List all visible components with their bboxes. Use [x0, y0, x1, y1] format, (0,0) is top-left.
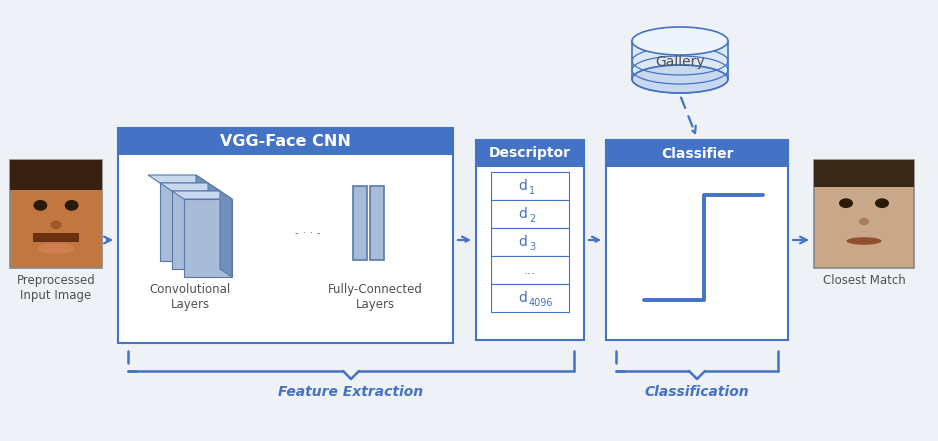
- Text: Convolutional
Layers: Convolutional Layers: [149, 283, 231, 311]
- Text: Closest Match: Closest Match: [823, 274, 905, 287]
- Bar: [118, 128, 453, 155]
- Bar: [10, 160, 102, 268]
- Text: Fully-Connected
Layers: Fully-Connected Layers: [327, 283, 422, 311]
- Bar: [814, 160, 914, 268]
- Polygon shape: [172, 191, 232, 199]
- Text: 2: 2: [529, 214, 536, 224]
- Ellipse shape: [846, 237, 882, 245]
- Ellipse shape: [38, 243, 74, 254]
- Ellipse shape: [65, 200, 79, 211]
- Ellipse shape: [632, 65, 728, 93]
- Text: ...: ...: [524, 264, 536, 277]
- Bar: [10, 160, 102, 190]
- Polygon shape: [148, 175, 208, 183]
- Bar: [606, 140, 788, 340]
- Text: Classifier: Classifier: [660, 146, 734, 161]
- Text: Feature Extraction: Feature Extraction: [279, 385, 424, 399]
- Text: Descriptor: Descriptor: [489, 146, 571, 161]
- Bar: [814, 160, 914, 187]
- Text: 4096: 4096: [529, 298, 553, 308]
- Ellipse shape: [859, 218, 869, 225]
- Ellipse shape: [51, 220, 62, 229]
- Bar: [491, 284, 569, 312]
- Polygon shape: [172, 191, 220, 269]
- Bar: [33, 233, 79, 242]
- Bar: [491, 172, 569, 200]
- Bar: [491, 256, 569, 284]
- Text: d: d: [518, 235, 527, 249]
- Text: Classification: Classification: [644, 385, 749, 399]
- Bar: [632, 41, 728, 79]
- Text: d: d: [518, 207, 527, 221]
- Text: Gallery: Gallery: [655, 55, 704, 69]
- Ellipse shape: [839, 198, 853, 208]
- Polygon shape: [184, 199, 232, 277]
- Text: VGG-Face CNN: VGG-Face CNN: [220, 134, 351, 149]
- Text: - · · -: - · · -: [295, 228, 321, 238]
- Bar: [491, 228, 569, 256]
- Polygon shape: [160, 183, 220, 191]
- Text: d: d: [518, 179, 527, 193]
- Bar: [606, 140, 788, 167]
- Ellipse shape: [875, 198, 889, 208]
- Text: 3: 3: [529, 242, 535, 252]
- Polygon shape: [160, 183, 208, 261]
- Text: d: d: [518, 291, 527, 305]
- Bar: [476, 140, 584, 167]
- Bar: [370, 186, 384, 260]
- Polygon shape: [196, 175, 208, 261]
- Bar: [476, 140, 584, 340]
- Polygon shape: [208, 183, 220, 269]
- Ellipse shape: [632, 27, 728, 55]
- Polygon shape: [220, 191, 232, 277]
- Text: 1: 1: [529, 186, 535, 196]
- Bar: [353, 186, 367, 260]
- Bar: [491, 200, 569, 228]
- Bar: [118, 128, 453, 343]
- Text: Preprocessed
Input Image: Preprocessed Input Image: [17, 274, 96, 302]
- Ellipse shape: [34, 200, 47, 211]
